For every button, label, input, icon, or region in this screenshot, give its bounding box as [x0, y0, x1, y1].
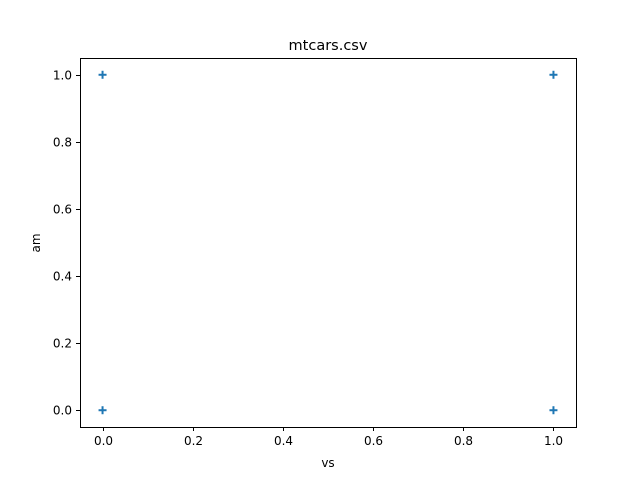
data-point — [98, 406, 107, 415]
y-tick-label: 0.8 — [53, 136, 72, 150]
chart-title: mtcars.csv — [289, 38, 368, 54]
y-axis-label: am — [29, 233, 43, 252]
x-axis-label: vs — [321, 456, 334, 470]
y-tick-label: 0.4 — [53, 270, 72, 284]
x-tick-label: 0.8 — [454, 434, 473, 448]
x-tick-label: 0.6 — [364, 434, 383, 448]
plot-area-frame — [80, 58, 577, 428]
x-tick-label: 0.4 — [274, 434, 293, 448]
x-axis-ticks: 0.0 0.2 0.4 0.6 0.8 1.0 — [94, 427, 563, 448]
y-tick-label: 0.2 — [53, 337, 72, 351]
y-axis-ticks: 0.0 0.2 0.4 0.6 0.8 1.0 — [53, 69, 80, 418]
x-tick-label: 1.0 — [544, 434, 563, 448]
data-point — [549, 406, 558, 415]
x-tick-label: 0.2 — [184, 434, 203, 448]
data-point — [98, 70, 107, 79]
x-tick-label: 0.0 — [94, 434, 113, 448]
data-point — [549, 70, 558, 79]
data-points — [98, 70, 558, 415]
y-tick-label: 0.6 — [53, 203, 72, 217]
y-tick-label: 1.0 — [53, 69, 72, 83]
y-tick-label: 0.0 — [53, 404, 72, 418]
